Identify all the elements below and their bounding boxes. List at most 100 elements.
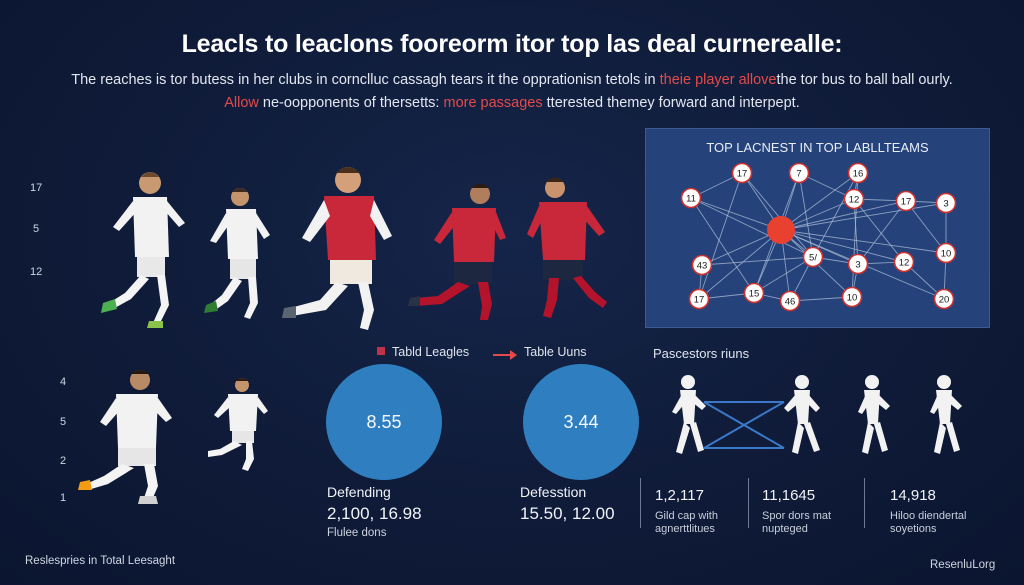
network-node-label: 17	[737, 169, 748, 180]
network-edge	[812, 172, 859, 258]
network-edge	[853, 198, 859, 265]
network-node-label: 17	[694, 295, 705, 306]
network-edge	[789, 296, 853, 302]
player-figure-white	[78, 370, 172, 504]
stat-value: 15.50, 12.00	[520, 504, 615, 523]
network-hub-node	[767, 216, 795, 244]
network-node	[680, 187, 702, 209]
network-node-label: 46	[785, 297, 796, 308]
legend-item-leagues: Tabld Leagles	[377, 345, 469, 359]
legend-label: Tabld Leagles	[392, 345, 470, 359]
network-node	[788, 162, 810, 184]
subtitle-line-1: The reaches is tor butess in her clubs i…	[0, 72, 1024, 88]
network-node-label: 17	[901, 197, 912, 208]
network-node-label: 15	[749, 289, 760, 300]
page-title: Leacls to leaclons fooreorm itor top las…	[181, 30, 843, 58]
subtitle-text: tterested themey forward and interpept.	[542, 95, 800, 111]
player-figure-white	[204, 188, 270, 319]
network-node	[802, 246, 824, 268]
network-edge	[690, 197, 782, 231]
pass-metric-label: Gild cap with	[655, 510, 718, 522]
stat-heading: Defesstion	[520, 484, 587, 500]
network-edge	[780, 202, 947, 231]
subtitle-text: the tor bus to ball ball ourly.	[776, 72, 953, 88]
pass-metric-label: Spor dors mat	[762, 510, 832, 522]
network-node-label: 3	[943, 199, 948, 210]
network-edge	[698, 172, 743, 300]
network-node	[779, 290, 801, 312]
player-figure-red	[527, 177, 607, 318]
axis-number: 12	[30, 266, 43, 278]
pass-metric-value: 14,918	[890, 487, 936, 504]
network-node	[843, 188, 865, 210]
network-edge	[741, 172, 814, 258]
passes-title: Pascestors riuns	[653, 346, 750, 361]
stat-circle-defesstion: 3.44	[523, 364, 639, 480]
network-node	[893, 251, 915, 273]
stat-circle-defending: 8.55	[326, 364, 442, 480]
network-edge	[853, 198, 905, 263]
subtitle-text: The reaches is tor butess in her clubs i…	[71, 72, 660, 88]
network-node	[847, 162, 869, 184]
network-node	[731, 162, 753, 184]
pass-metric-label: agnerttlitues	[655, 523, 715, 535]
network-node	[691, 254, 713, 276]
network-edge	[780, 229, 905, 263]
network-title: TOP LACNEST IN TOP LABLLTEAMS	[706, 140, 929, 155]
network-edge	[690, 197, 755, 294]
player-figure-white	[101, 172, 185, 328]
divider	[640, 478, 641, 528]
network-node-label: 12	[899, 258, 910, 269]
network-node-label: 10	[941, 249, 952, 260]
network-node	[935, 192, 957, 214]
network-edge	[753, 256, 814, 294]
network-graph: 17 7 16 11 12 17 3 43 5/3 12 10 17 15 46 10 20	[680, 162, 957, 312]
axis-number: 5	[60, 416, 67, 428]
network-edge	[690, 197, 814, 258]
network-node	[933, 288, 955, 310]
pass-metric-label: soyetions	[890, 523, 937, 535]
pass-metric-label: nupteged	[762, 523, 808, 535]
network-edge	[701, 229, 782, 266]
network-node	[688, 288, 710, 310]
network-edge	[698, 229, 782, 300]
legend-square-icon	[377, 347, 385, 355]
network-edge	[701, 256, 814, 266]
subtitle-text: ne-oopponents of thersetts:	[258, 95, 444, 111]
network-node-label: 3	[855, 260, 860, 271]
network-node	[743, 282, 765, 304]
network-node	[935, 242, 957, 264]
divider	[748, 478, 749, 528]
network-node-label: 12	[849, 195, 860, 206]
pass-metric-label: Hiloo diendertal	[890, 510, 967, 522]
network-node	[841, 286, 863, 308]
footer-brand: ResenluLorg	[930, 559, 996, 571]
subtitle-highlight: more passages	[443, 95, 543, 111]
axis-number: 4	[60, 376, 67, 388]
axis-number: 17	[30, 182, 43, 194]
network-edge	[780, 200, 907, 231]
network-node-label: 11	[686, 194, 696, 205]
footer-caption: Reslespries in Total Leesaght	[25, 555, 176, 567]
legend-label: Table Uuns	[524, 345, 587, 359]
stat-heading: Defending	[327, 484, 391, 500]
stat-subtext: Flulee dons	[327, 527, 387, 539]
axis-number: 5	[33, 223, 40, 235]
passing-runners-graphic	[672, 375, 962, 454]
pass-metric-value: 1,2,117	[655, 487, 704, 504]
subtitle-highlight: theie player allove	[659, 72, 777, 88]
network-node-label: 10	[847, 293, 858, 304]
network-node	[895, 190, 917, 212]
player-figure-white	[208, 378, 268, 471]
network-node-label: 7	[796, 169, 801, 180]
subtitle-line-2: Allow ne-oopponents of thersetts: more p…	[0, 95, 1024, 111]
network-edge	[905, 200, 947, 254]
arrow-right-icon	[493, 350, 517, 360]
player-figure-red	[282, 167, 392, 330]
network-node-label: 5/	[809, 253, 817, 264]
stat-value: 2,100, 16.98	[327, 504, 422, 523]
network-node-label: 43	[697, 261, 708, 272]
network-node-label: 16	[853, 169, 864, 180]
network-node	[847, 253, 869, 275]
pass-metric-value: 11,1645	[762, 487, 816, 504]
